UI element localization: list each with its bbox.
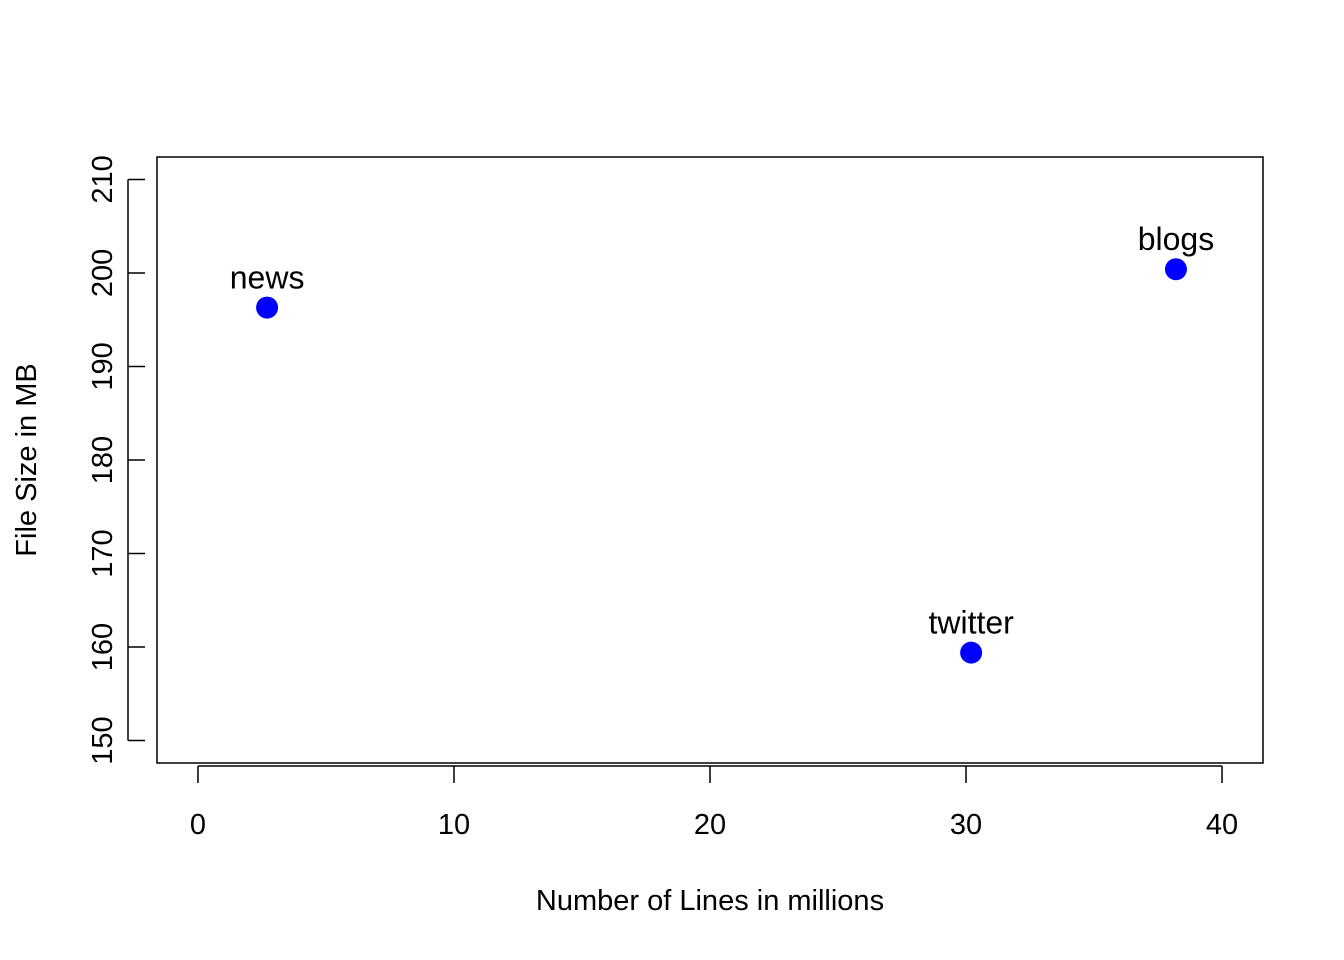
x-tick-label: 0 — [190, 809, 206, 841]
point-label-news: news — [230, 260, 305, 296]
data-point-blogs — [1164, 258, 1187, 281]
y-tick-label: 150 — [87, 716, 119, 764]
x-tick-label: 40 — [1206, 809, 1238, 841]
x-tick-label: 20 — [694, 809, 726, 841]
x-axis-label: Number of Lines in millions — [536, 885, 884, 917]
plot-frame — [156, 156, 1264, 764]
y-axis-label: File Size in MB — [11, 363, 43, 556]
y-tick-label: 200 — [87, 249, 119, 297]
y-tick-label: 160 — [87, 623, 119, 671]
y-tick-label: 170 — [87, 529, 119, 577]
y-tick-label: 190 — [87, 342, 119, 390]
x-axis: 0 10 20 30 40 — [190, 765, 1238, 841]
data-point-twitter — [960, 641, 983, 664]
point-label-blogs: blogs — [1138, 221, 1215, 257]
y-tick-label: 180 — [87, 436, 119, 484]
data-points: news twitter blogs — [230, 221, 1215, 664]
x-tick-label: 10 — [438, 809, 470, 841]
point-label-twitter: twitter — [928, 605, 1014, 641]
data-point-news — [256, 296, 279, 319]
y-axis: 150 160 170 180 190 200 210 — [87, 155, 145, 765]
x-tick-label: 30 — [950, 809, 982, 841]
y-tick-label: 210 — [87, 155, 119, 203]
